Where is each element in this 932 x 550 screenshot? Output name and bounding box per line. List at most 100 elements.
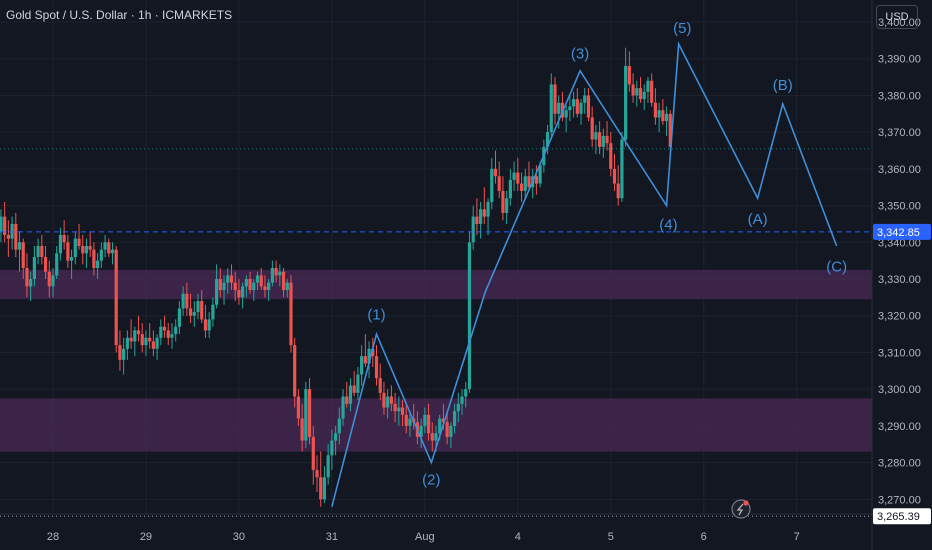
candle-up <box>624 66 628 140</box>
wave-label[interactable]: (C) <box>826 259 847 276</box>
candle-up <box>125 337 129 349</box>
candle-up <box>69 257 74 261</box>
price-tick-label: 3,320.00 <box>878 311 921 323</box>
candle-down <box>88 245 92 250</box>
wave-label[interactable]: (A) <box>748 211 768 228</box>
candle-up <box>255 275 260 283</box>
candle-down <box>62 234 66 243</box>
candle-down <box>616 183 620 199</box>
candle-up <box>226 275 230 283</box>
price-tick-label: 3,350.00 <box>878 201 921 213</box>
wave-label[interactable]: (4) <box>659 216 677 233</box>
candle-down <box>475 216 479 224</box>
candle-down <box>188 308 193 316</box>
candle-up <box>155 337 159 349</box>
candle-up <box>177 308 182 327</box>
candle-down <box>650 80 654 103</box>
wave-label[interactable]: (5) <box>673 20 691 37</box>
candle-down <box>393 403 397 412</box>
candle-up <box>207 319 211 331</box>
candle-down <box>382 392 386 408</box>
candle-down <box>378 378 382 393</box>
candle-down <box>363 356 367 364</box>
candle-up <box>330 440 334 456</box>
candle-down <box>482 209 486 217</box>
candle-up <box>304 389 308 441</box>
candle-down <box>426 414 431 434</box>
candle-down <box>185 293 189 309</box>
candle-up <box>523 176 527 191</box>
wave-label[interactable]: (2) <box>422 472 440 489</box>
candle-up <box>348 385 353 404</box>
time-tick-label: 30 <box>233 531 245 543</box>
candle-down <box>527 176 531 188</box>
price-tick-label: 3,310.00 <box>878 347 921 359</box>
candle-up <box>571 99 576 107</box>
candle-up <box>583 95 587 103</box>
candle-down <box>25 268 29 287</box>
candle-up <box>29 279 33 287</box>
candle-down <box>497 176 501 191</box>
candle-down <box>107 242 111 254</box>
candle-down <box>166 330 170 338</box>
candle-up <box>360 356 364 375</box>
price-tick-label: 3,400.00 <box>878 17 921 29</box>
time-tick-label: 31 <box>326 531 338 543</box>
candle-up <box>646 80 650 92</box>
symbol-title[interactable]: Gold Spot / U.S. Dollar · 1h · ICMARKETS <box>6 8 233 22</box>
price-tick-label: 3,380.00 <box>878 90 921 102</box>
candle-down <box>609 143 613 169</box>
candle-down <box>281 271 286 291</box>
candle-down <box>668 113 672 147</box>
currency-button[interactable]: USD <box>876 5 918 29</box>
candle-down <box>3 216 7 235</box>
candle-up <box>159 326 163 338</box>
candle-up <box>10 223 14 239</box>
candle-down <box>263 286 267 291</box>
time-tick-label: 4 <box>515 531 521 543</box>
candle-down <box>430 433 434 441</box>
wave-label[interactable]: (3) <box>571 46 589 63</box>
candle-up <box>564 110 568 118</box>
candle-up <box>490 168 494 202</box>
candle-down <box>293 345 297 397</box>
candle-down <box>371 348 375 357</box>
candle-down <box>200 301 204 320</box>
candle-down <box>136 330 141 335</box>
candle-down <box>233 282 237 291</box>
price-tick-label: 3,300.00 <box>878 384 921 396</box>
candle-up <box>322 477 327 500</box>
wave-label[interactable]: (B) <box>773 77 793 94</box>
supply-demand-zone <box>0 269 872 300</box>
candle-down <box>289 282 293 346</box>
candle-down <box>575 99 579 114</box>
candle-up <box>211 304 215 320</box>
candle-down <box>516 172 520 184</box>
candle-up <box>192 312 196 316</box>
candle-down <box>203 319 208 331</box>
wave-label[interactable]: (1) <box>367 306 385 323</box>
candle-up <box>538 165 542 184</box>
elliott-wave-line[interactable] <box>331 41 838 507</box>
candle-up <box>215 279 219 305</box>
candle-down <box>237 290 241 298</box>
candle-up <box>181 293 185 309</box>
candle-up <box>568 106 572 111</box>
candle-down <box>229 275 234 283</box>
candle-up <box>326 455 330 478</box>
candle-up <box>73 238 77 257</box>
price-axis[interactable] <box>872 0 932 550</box>
candle-up <box>479 209 483 224</box>
candle-down <box>274 268 278 276</box>
candle-up <box>419 425 423 437</box>
candle-up <box>579 102 583 114</box>
candle-down <box>404 414 408 426</box>
candle-up <box>434 433 438 441</box>
candle-up <box>51 275 55 287</box>
price-tick-label: 3,360.00 <box>878 164 921 176</box>
candle-up <box>244 279 248 287</box>
candle-down <box>319 477 323 500</box>
candle-down <box>259 275 263 287</box>
